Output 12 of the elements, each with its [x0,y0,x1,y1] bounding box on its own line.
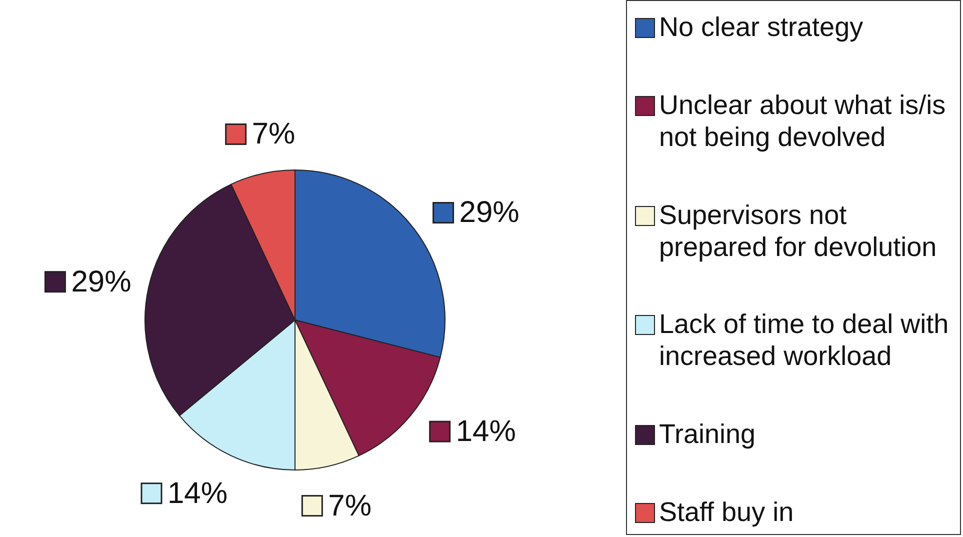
data-label: 14% [456,415,516,448]
data-label: 29% [459,196,520,230]
legend-label: Lack of time to deal with increased workload [659,308,950,372]
data-label: 7% [252,118,296,151]
legend-label: Supervisors not prepared for devolution [659,198,938,263]
legend-label: Unclear about what is/is not being devolved [659,88,947,153]
data-label: 29% [71,265,132,298]
legend-label: Training [659,418,756,450]
data-label: 14% [167,476,228,510]
data-label: 7% [328,489,372,522]
legend-label: No clear strategy [659,11,864,43]
legend-label: Staff buy in [659,496,794,528]
